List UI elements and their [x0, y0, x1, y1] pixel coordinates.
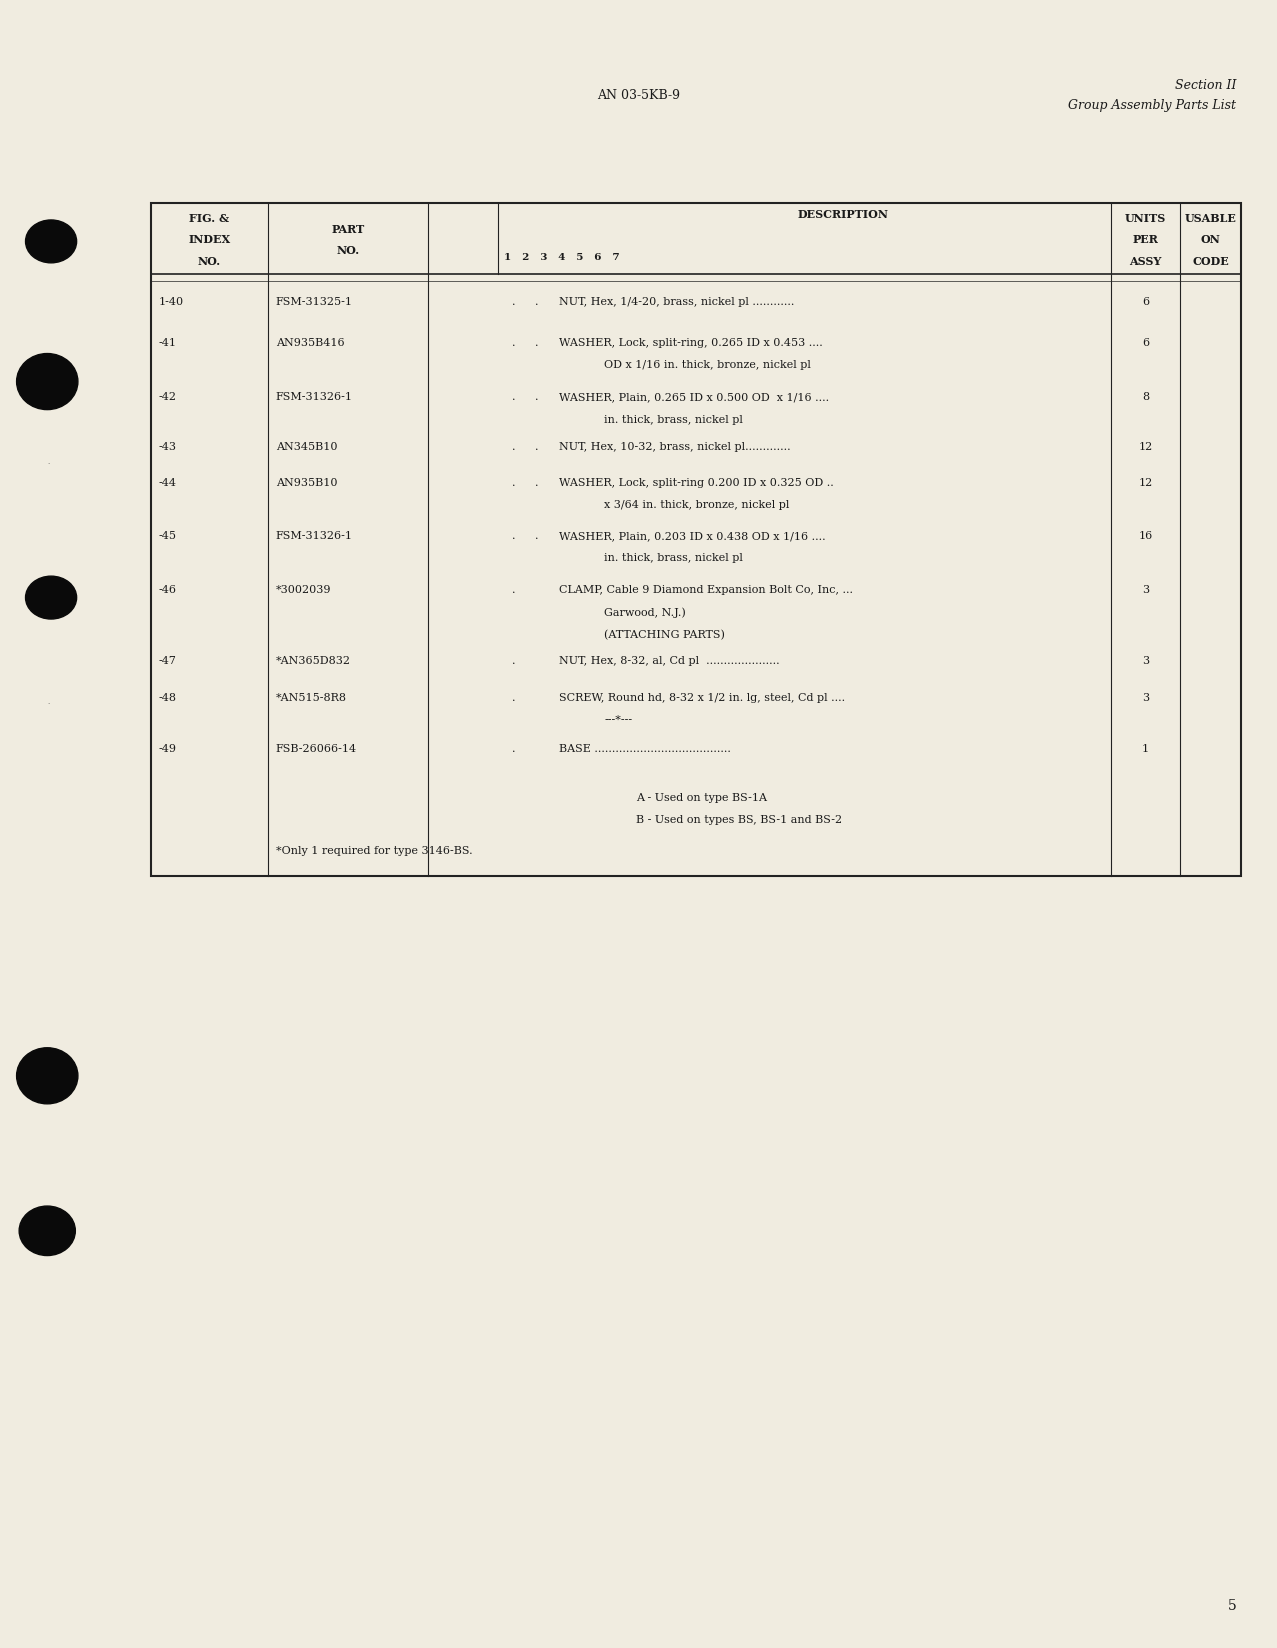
Text: Garwood, N.J.): Garwood, N.J.) — [604, 606, 686, 618]
Text: .: . — [47, 458, 50, 465]
Text: .: . — [512, 585, 515, 595]
Text: .: . — [512, 338, 515, 348]
Text: .: . — [512, 692, 515, 702]
Text: 1   2   3   4   5   6   7: 1 2 3 4 5 6 7 — [504, 252, 621, 262]
Text: NO.: NO. — [336, 246, 360, 255]
Text: USABLE: USABLE — [1185, 213, 1236, 224]
Text: FSM-31325-1: FSM-31325-1 — [276, 297, 352, 307]
Text: FSM-31326-1: FSM-31326-1 — [276, 392, 352, 402]
Text: B - Used on types BS, BS-1 and BS-2: B - Used on types BS, BS-1 and BS-2 — [636, 814, 842, 826]
Text: .: . — [535, 531, 538, 541]
Ellipse shape — [26, 221, 77, 264]
Text: .: . — [47, 699, 50, 705]
Text: FSM-31326-1: FSM-31326-1 — [276, 531, 352, 541]
Text: WASHER, Lock, split-ring 0.200 ID x 0.325 OD ..: WASHER, Lock, split-ring 0.200 ID x 0.32… — [559, 478, 834, 488]
Text: FSB-26066-14: FSB-26066-14 — [276, 743, 358, 753]
Text: .: . — [512, 442, 515, 452]
Text: ON: ON — [1200, 234, 1221, 246]
Text: .: . — [535, 392, 538, 402]
Text: NUT, Hex, 8-32, al, Cd pl  .....................: NUT, Hex, 8-32, al, Cd pl ..............… — [559, 656, 780, 666]
Text: CLAMP, Cable 9 Diamond Expansion Bolt Co, Inc, ...: CLAMP, Cable 9 Diamond Expansion Bolt Co… — [559, 585, 853, 595]
Text: AN 03-5KB-9: AN 03-5KB-9 — [598, 89, 679, 102]
Text: BASE .......................................: BASE ...................................… — [559, 743, 732, 753]
Text: CODE: CODE — [1193, 255, 1228, 267]
Text: AN345B10: AN345B10 — [276, 442, 337, 452]
Text: 1-40: 1-40 — [158, 297, 184, 307]
Text: 12: 12 — [1138, 478, 1153, 488]
Text: x 3/64 in. thick, bronze, nickel pl: x 3/64 in. thick, bronze, nickel pl — [604, 499, 789, 511]
Text: -45: -45 — [158, 531, 176, 541]
Ellipse shape — [26, 577, 77, 620]
Ellipse shape — [17, 1048, 78, 1104]
Text: 3: 3 — [1142, 656, 1149, 666]
Text: -44: -44 — [158, 478, 176, 488]
Text: 5: 5 — [1227, 1599, 1236, 1612]
Text: 6: 6 — [1142, 338, 1149, 348]
Text: Section II: Section II — [1175, 79, 1236, 92]
Ellipse shape — [19, 1206, 75, 1256]
Text: .: . — [535, 297, 538, 307]
Text: *3002039: *3002039 — [276, 585, 331, 595]
Text: NUT, Hex, 10-32, brass, nickel pl.............: NUT, Hex, 10-32, brass, nickel pl.......… — [559, 442, 790, 452]
Text: 1: 1 — [1142, 743, 1149, 753]
Text: UNITS: UNITS — [1125, 213, 1166, 224]
Text: in. thick, brass, nickel pl: in. thick, brass, nickel pl — [604, 552, 743, 564]
Text: 8: 8 — [1142, 392, 1149, 402]
Text: 3: 3 — [1142, 585, 1149, 595]
Text: *AN515-8R8: *AN515-8R8 — [276, 692, 347, 702]
Text: .: . — [535, 442, 538, 452]
Text: 12: 12 — [1138, 442, 1153, 452]
Text: .: . — [512, 531, 515, 541]
Text: SCREW, Round hd, 8-32 x 1/2 in. lg, steel, Cd pl ....: SCREW, Round hd, 8-32 x 1/2 in. lg, stee… — [559, 692, 845, 702]
Text: .: . — [512, 656, 515, 666]
Text: WASHER, Plain, 0.265 ID x 0.500 OD  x 1/16 ....: WASHER, Plain, 0.265 ID x 0.500 OD x 1/1… — [559, 392, 830, 402]
Text: ASSY: ASSY — [1129, 255, 1162, 267]
Text: NO.: NO. — [198, 255, 221, 267]
Text: -41: -41 — [158, 338, 176, 348]
Text: NUT, Hex, 1/4-20, brass, nickel pl ............: NUT, Hex, 1/4-20, brass, nickel pl .....… — [559, 297, 794, 307]
Text: (ATTACHING PARTS): (ATTACHING PARTS) — [604, 630, 725, 639]
Text: Group Assembly Parts List: Group Assembly Parts List — [1068, 99, 1236, 112]
Text: PART: PART — [331, 224, 365, 234]
Text: -42: -42 — [158, 392, 176, 402]
Text: *AN365D832: *AN365D832 — [276, 656, 351, 666]
Text: PER: PER — [1133, 234, 1158, 246]
Text: 3: 3 — [1142, 692, 1149, 702]
Text: FIG. &: FIG. & — [189, 213, 230, 224]
Text: -48: -48 — [158, 692, 176, 702]
Text: in. thick, brass, nickel pl: in. thick, brass, nickel pl — [604, 414, 743, 425]
Text: WASHER, Plain, 0.203 ID x 0.438 OD x 1/16 ....: WASHER, Plain, 0.203 ID x 0.438 OD x 1/1… — [559, 531, 826, 541]
Text: AN935B416: AN935B416 — [276, 338, 345, 348]
Text: 16: 16 — [1138, 531, 1153, 541]
Text: .: . — [512, 478, 515, 488]
Text: .: . — [535, 338, 538, 348]
Text: OD x 1/16 in. thick, bronze, nickel pl: OD x 1/16 in. thick, bronze, nickel pl — [604, 359, 811, 371]
Text: -46: -46 — [158, 585, 176, 595]
Text: -47: -47 — [158, 656, 176, 666]
Text: DESCRIPTION: DESCRIPTION — [797, 209, 889, 219]
Text: -49: -49 — [158, 743, 176, 753]
Ellipse shape — [17, 354, 78, 410]
Text: .: . — [512, 743, 515, 753]
Text: 6: 6 — [1142, 297, 1149, 307]
Text: .: . — [535, 478, 538, 488]
Text: INDEX: INDEX — [189, 234, 230, 246]
Text: *Only 1 required for type 3146-BS.: *Only 1 required for type 3146-BS. — [276, 845, 472, 855]
Text: ---*---: ---*--- — [604, 715, 632, 725]
Text: AN935B10: AN935B10 — [276, 478, 337, 488]
Text: A - Used on type BS-1A: A - Used on type BS-1A — [636, 793, 767, 803]
Text: .: . — [512, 297, 515, 307]
Text: WASHER, Lock, split-ring, 0.265 ID x 0.453 ....: WASHER, Lock, split-ring, 0.265 ID x 0.4… — [559, 338, 824, 348]
Text: .: . — [512, 392, 515, 402]
Text: -43: -43 — [158, 442, 176, 452]
